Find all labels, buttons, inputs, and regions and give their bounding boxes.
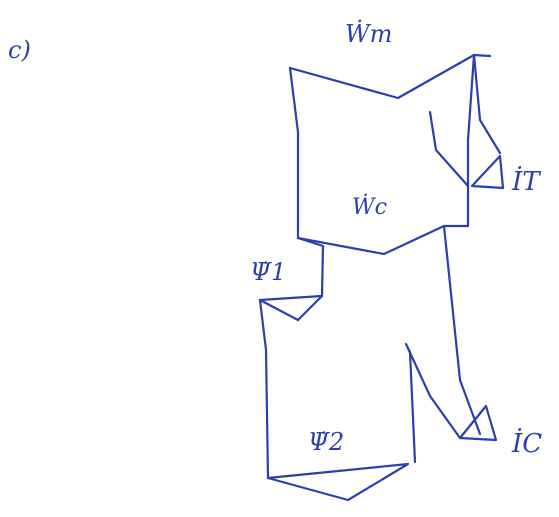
ic-label: İC [511, 428, 542, 459]
psi1-outflow [296, 236, 325, 322]
wm-label: Ẇm [345, 19, 392, 48]
psi2-label: Ψ̇2 [308, 428, 344, 456]
upper-block-left-edge [288, 66, 300, 240]
lower-block-left-edge [258, 298, 270, 480]
psi2-outflow [266, 462, 410, 502]
upper-block-right-edge [466, 53, 476, 228]
psi1-arrowhead [258, 294, 324, 322]
lower-block-right-edge [442, 224, 482, 436]
ic-branch-arrowhead [458, 404, 498, 442]
psi1-label: Ψ̇1 [250, 258, 286, 286]
part-label: c) [8, 36, 31, 64]
it-branch-stream [428, 53, 502, 188]
it-branch-arrowhead [470, 154, 505, 190]
wm-arrow-head [288, 53, 492, 100]
wc-arrow-head [296, 224, 470, 256]
it-label: İT [511, 166, 541, 197]
ic-branch-stream [404, 342, 462, 464]
wc-label: Ẇc [352, 193, 387, 220]
